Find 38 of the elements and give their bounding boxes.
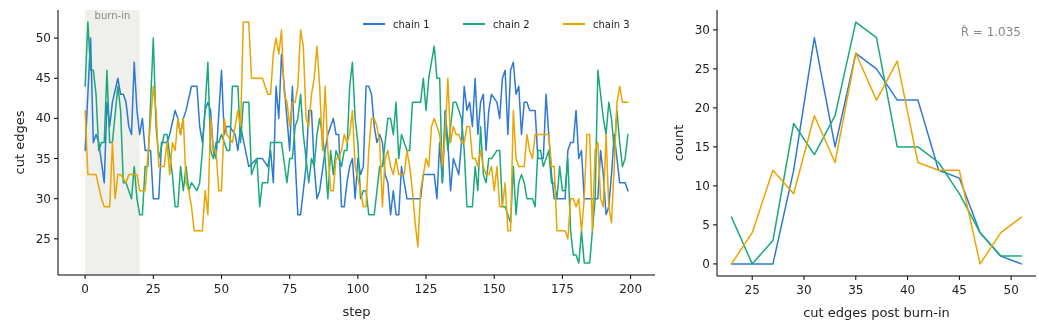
x-tick-label: 35 — [848, 283, 864, 297]
y-tick-label: 5 — [702, 217, 710, 232]
y-tick-label: 0 — [702, 256, 710, 271]
x-tick-label: 200 — [619, 282, 643, 296]
x-tick-label: 50 — [213, 282, 230, 296]
y-tick-label: 35 — [35, 151, 51, 166]
x-tick-label: 50 — [1003, 283, 1019, 297]
y-tick-label: 20 — [694, 100, 710, 115]
legend-label: chain 3 — [593, 19, 630, 30]
x-tick-label: 150 — [482, 282, 506, 296]
y-tick-label: 15 — [694, 139, 710, 154]
y-tick-label: 45 — [35, 71, 51, 86]
y-tick-label: 30 — [694, 22, 710, 37]
y-tick-label: 30 — [35, 191, 51, 206]
x-tick-label: 125 — [414, 282, 438, 296]
x-tick-label: 175 — [550, 282, 574, 296]
x-axis-title: step — [342, 304, 371, 319]
y-tick-label: 25 — [694, 61, 710, 76]
y-axis-title: count — [671, 124, 686, 162]
x-tick-label: 100 — [346, 282, 370, 296]
x-tick-label: 25 — [145, 282, 161, 296]
x-tick-label: 0 — [81, 282, 89, 296]
x-tick-label: 75 — [282, 282, 298, 296]
x-tick-label: 45 — [951, 283, 967, 297]
y-axis-title: cut edges — [12, 110, 27, 175]
legend-label: chain 2 — [493, 19, 530, 30]
x-tick-label: 40 — [899, 283, 916, 297]
x-tick-label: 30 — [796, 283, 812, 297]
x-tick-label: 25 — [744, 283, 760, 297]
annotation: R̂ = 1.035 — [960, 24, 1021, 39]
x-axis-title: cut edges post burn-in — [803, 305, 950, 320]
band-label: burn-in — [94, 10, 131, 21]
y-tick-label: 40 — [35, 111, 51, 126]
y-tick-label: 25 — [35, 231, 51, 246]
y-tick-label: 10 — [694, 178, 710, 193]
legend-label: chain 1 — [393, 19, 430, 30]
line-series — [84, 37, 629, 216]
y-tick-label: 50 — [35, 31, 51, 46]
